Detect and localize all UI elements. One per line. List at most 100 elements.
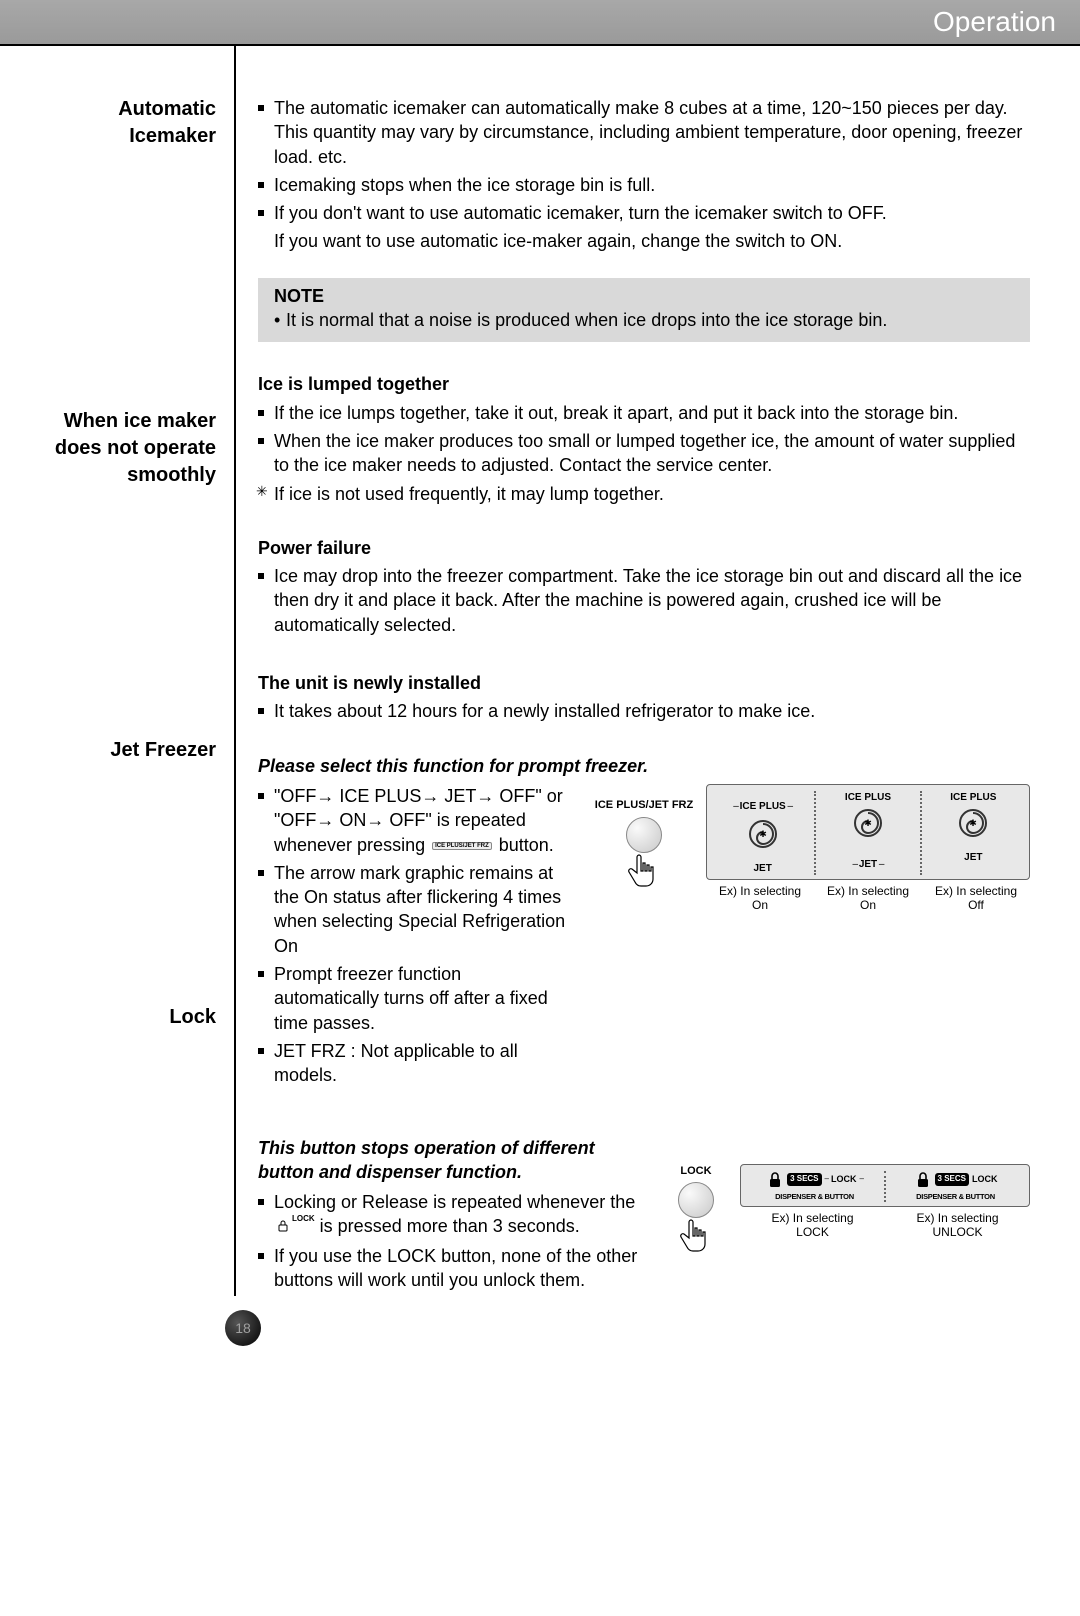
caption: Ex) In selecting On [706,884,814,913]
heading-line: does not operate [0,435,216,462]
text: JET [715,862,810,876]
lock-button-col: LOCK [658,1164,734,1259]
jet-button-col: ICE PLUS/JET FRZ [588,784,700,893]
lock-row: This button stops operation of different… [258,1136,1030,1297]
text: is pressed more than 3 seconds. [315,1216,580,1236]
text: LOCK [796,1225,829,1239]
heading-line: smoothly [0,462,216,489]
heading-line: Jet Freezer [0,737,216,764]
lock-intro: This button stops operation of different… [258,1136,638,1185]
text: Ex) In selecting [827,884,909,898]
icemaker-trail: If you want to use automatic ice-maker a… [258,229,1030,253]
list-item: JET FRZ : Not applicable to all models. [258,1039,568,1088]
newly-bullets: It takes about 12 hours for a newly inst… [258,699,1030,723]
swirl-icon: ✱ [851,806,885,840]
text: JET [926,851,1021,865]
text: On [860,898,876,912]
swirl-icon: ✱ [956,806,990,840]
heading-lock: Lock [0,1004,216,1031]
jet-diagram: ICE PLUS/JET FRZ – ICE PLUS – ✱ [588,784,1030,1092]
lock-panel-wrap: 3 SECS – LOCK – DISPENSER & BUTTON [740,1164,1030,1240]
sub-heading-newly-installed: The unit is newly installed [258,671,1030,695]
text: On [752,898,768,912]
lock-caption-row: Ex) In selecting LOCK Ex) In selecting U… [740,1211,1030,1240]
text: Ex) In selecting [916,1211,998,1225]
list-item: If the ice lumps together, take it out, … [258,401,1030,425]
lock-btn-label: LOCK [680,1164,711,1179]
text: LOCK [972,1173,998,1185]
jet-panel-wrap: – ICE PLUS – ✱ JET ICE PLUS ✱ – JET – [706,784,1030,913]
text: button. [494,835,554,855]
text: "OFF→ ON→ OFF" is repeated [274,810,526,830]
asterisk-note: If ice is not used frequently, it may lu… [258,482,1030,506]
list-item: The arrow mark graphic remains at the On… [258,861,568,958]
svg-text:✱: ✱ [759,829,767,839]
icemaker-bullets: The automatic icemaker can automatically… [258,96,1030,225]
round-button-icon [678,1182,714,1218]
text: This button stops operation of different [258,1138,595,1158]
power-bullets: Ice may drop into the freezer compartmen… [258,564,1030,637]
note-box: NOTE It is normal that a noise is produc… [258,278,1030,343]
text: ICE PLUS [740,801,786,812]
list-item: The automatic icemaker can automatically… [258,96,1030,169]
note-body: It is normal that a noise is produced wh… [274,308,1014,332]
lock-bullets: Locking or Release is repeated whenever … [258,1190,638,1292]
right-column: The automatic icemaker can automatically… [236,46,1080,1296]
text: LOCK [292,1214,315,1223]
list-item: Ice may drop into the freezer compartmen… [258,564,1030,637]
text: JET [859,859,877,870]
swirl-icon: ✱ [746,817,780,851]
page-number: 18 [235,1319,251,1338]
heading-automatic-icemaker: Automatic Icemaker [0,96,216,150]
list-item: When the ice maker produces too small or… [258,429,1030,478]
caption: Ex) In selecting On [814,884,922,913]
lock-panel: 3 SECS – LOCK – DISPENSER & BUTTON [740,1164,1030,1207]
caption: Ex) In selecting Off [922,884,1030,913]
svg-text:✱: ✱ [970,818,978,828]
text: button and dispenser function. [258,1162,522,1182]
jet-btn-label: ICE PLUS/JET FRZ [595,798,693,813]
page: Operation Automatic Icemaker When ice ma… [0,0,1080,1616]
jet-bullets: "OFF→ ICE PLUS→ JET→ OFF" or "OFF→ ON→ O… [258,784,568,1088]
list-item: It takes about 12 hours for a newly inst… [258,699,1030,723]
panel-cell-3: ICE PLUS ✱ JET [922,791,1025,875]
padlock-icon [766,1171,784,1189]
left-column: Automatic Icemaker When ice maker does n… [0,46,236,1296]
list-item: Locking or Release is repeated whenever … [258,1190,638,1240]
panel-cell-1: – ICE PLUS – ✱ JET [711,791,816,875]
note-title: NOTE [274,284,1014,308]
text: Ex) In selecting [771,1211,853,1225]
lock-button-icon [276,1215,290,1239]
text: ICE PLUS [820,791,915,805]
text: UNLOCK [932,1225,982,1239]
caption: Ex) In selecting LOCK [740,1211,885,1240]
pill-3secs: 3 SECS [935,1173,969,1186]
padlock-icon [914,1171,932,1189]
hand-pointer-icon [623,851,665,893]
content-columns: Automatic Icemaker When ice maker does n… [0,46,1080,1296]
jet-text: "OFF→ ICE PLUS→ JET→ OFF" or "OFF→ ON→ O… [258,784,568,1092]
text: ICE PLUS [926,791,1021,805]
lock-cell-2: 3 SECS LOCK DISPENSER & BUTTON [886,1171,1025,1202]
jet-caption-row: Ex) In selecting On Ex) In selecting On … [706,884,1030,913]
hand-pointer-icon [675,1216,717,1258]
heading-line: Lock [0,1004,216,1031]
jet-row: "OFF→ ICE PLUS→ JET→ OFF" or "OFF→ ON→ O… [258,784,1030,1092]
page-number-badge: 18 [225,1310,261,1346]
heading-line: Icemaker [0,123,216,150]
lumped-bullets: If the ice lumps together, take it out, … [258,401,1030,478]
text: DISPENSER & BUTTON [749,1192,880,1202]
list-item: Icemaking stops when the ice storage bin… [258,173,1030,197]
text: Ex) In selecting [719,884,801,898]
list-item: Prompt freezer function automatically tu… [258,962,568,1035]
list-item: If you don't want to use automatic icema… [258,201,1030,225]
sub-heading-lumped: Ice is lumped together [258,372,1030,396]
sub-heading-power-failure: Power failure [258,536,1030,560]
svg-text:✱: ✱ [864,818,872,828]
pill-3secs: 3 SECS [787,1173,821,1186]
header-title: Operation [933,3,1056,41]
text: Ex) In selecting [935,884,1017,898]
heading-line: When ice maker [0,408,216,435]
heading-ice-maker-smooth: When ice maker does not operate smoothly [0,408,216,489]
text: LOCK [831,1173,857,1185]
